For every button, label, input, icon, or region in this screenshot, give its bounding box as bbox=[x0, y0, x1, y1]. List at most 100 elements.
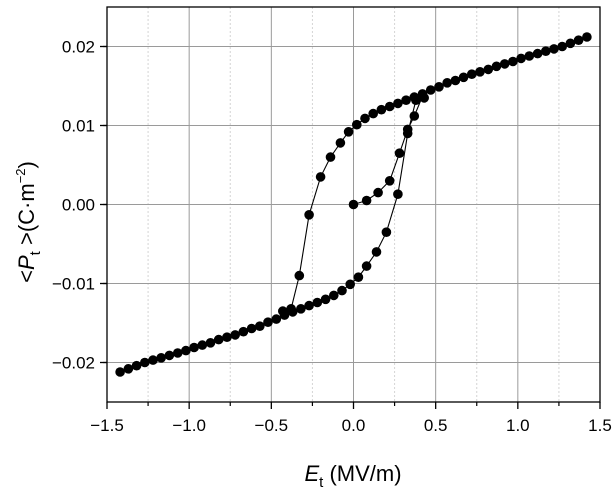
data-point bbox=[189, 342, 199, 353]
data-point bbox=[325, 152, 336, 162]
data-point bbox=[419, 93, 430, 103]
data-point bbox=[371, 247, 382, 257]
series-line-lower-branch bbox=[119, 97, 425, 373]
data-point bbox=[329, 290, 339, 301]
data-point bbox=[213, 334, 224, 345]
data-point bbox=[123, 364, 134, 374]
data-point bbox=[315, 172, 326, 182]
data-point bbox=[320, 294, 331, 305]
x-axis-title-main: E bbox=[304, 461, 319, 486]
y-axis-ticks: −0.02 −0.01 0.00 0.01 0.02 bbox=[52, 38, 107, 373]
data-point bbox=[287, 307, 298, 317]
data-point bbox=[337, 285, 347, 296]
data-point bbox=[394, 148, 405, 158]
x-axis-title-sub: t bbox=[319, 474, 324, 491]
data-point bbox=[181, 345, 191, 356]
series-line-upper-branch bbox=[282, 36, 588, 312]
data-point bbox=[376, 104, 387, 115]
data-point bbox=[279, 310, 290, 320]
data-point bbox=[524, 51, 535, 61]
x-tick-label: −0.5 bbox=[255, 416, 289, 435]
data-point bbox=[360, 113, 370, 124]
y-axis-title-units-sup: −2 bbox=[13, 168, 28, 183]
data-point bbox=[263, 317, 273, 328]
data-point bbox=[425, 85, 436, 95]
data-point bbox=[140, 357, 150, 368]
data-point bbox=[294, 270, 305, 281]
data-point bbox=[491, 61, 502, 72]
data-point bbox=[304, 300, 314, 311]
data-point bbox=[156, 353, 166, 363]
data-point bbox=[582, 32, 592, 42]
data-point bbox=[393, 189, 403, 199]
y-axis-title-main: P bbox=[14, 255, 39, 270]
data-point bbox=[361, 261, 372, 271]
data-point bbox=[312, 297, 323, 308]
y-tick-label: 0.01 bbox=[62, 117, 95, 136]
data-point bbox=[222, 332, 232, 343]
data-point bbox=[384, 101, 395, 112]
y-tick-label: 0.00 bbox=[62, 196, 95, 215]
y-axis-title-units-b: ) bbox=[14, 161, 39, 168]
data-point bbox=[230, 330, 240, 340]
data-point bbox=[381, 227, 392, 237]
data-point bbox=[271, 314, 282, 324]
data-point bbox=[348, 199, 359, 210]
data-point bbox=[401, 95, 411, 105]
data-point bbox=[475, 67, 485, 77]
data-point bbox=[148, 355, 158, 365]
x-axis-title: Et (MV/m) bbox=[304, 461, 401, 491]
x-tick-label: 0.0 bbox=[342, 416, 366, 435]
data-point bbox=[516, 53, 526, 64]
data-point bbox=[384, 176, 395, 186]
y-axis-title-units-a: (C·m bbox=[14, 183, 39, 232]
data-point bbox=[172, 348, 183, 358]
data-point bbox=[296, 304, 306, 314]
data-point bbox=[532, 48, 543, 59]
data-point bbox=[368, 108, 379, 119]
data-point bbox=[343, 127, 354, 137]
data-point bbox=[402, 128, 413, 139]
x-tick-label: 1.0 bbox=[506, 416, 530, 435]
data-point bbox=[565, 38, 576, 49]
data-point bbox=[458, 72, 469, 83]
y-axis-title-close: > bbox=[14, 232, 39, 251]
data-point bbox=[541, 46, 551, 56]
y-tick-label: 0.02 bbox=[62, 38, 95, 57]
y-axis-title: <Pt >(C·m−2) bbox=[13, 161, 44, 283]
y-tick-label: −0.01 bbox=[52, 275, 95, 294]
data-point bbox=[238, 326, 249, 337]
data-point bbox=[557, 41, 567, 52]
data-point bbox=[131, 360, 142, 371]
data-series bbox=[115, 32, 592, 377]
data-point bbox=[304, 210, 314, 220]
x-tick-label: 1.5 bbox=[588, 416, 612, 435]
data-point bbox=[508, 56, 518, 67]
data-point bbox=[573, 35, 584, 45]
x-axis-title-units: (MV/m) bbox=[323, 461, 401, 486]
series-lower-branch bbox=[115, 93, 430, 377]
data-point bbox=[197, 340, 208, 350]
data-point bbox=[411, 95, 421, 105]
x-axis-ticks: −1.5 −1.0 −0.5 0.0 0.5 1.0 1.5 bbox=[90, 402, 612, 435]
data-point bbox=[393, 98, 403, 109]
data-point bbox=[361, 195, 372, 206]
data-point bbox=[164, 350, 175, 361]
data-point bbox=[345, 279, 356, 290]
data-point bbox=[373, 187, 383, 198]
data-point bbox=[115, 367, 125, 377]
y-axis-title-open: < bbox=[14, 270, 39, 283]
x-tick-label: 0.5 bbox=[424, 416, 448, 435]
data-point bbox=[442, 78, 453, 88]
data-point bbox=[352, 119, 362, 130]
plot-frame bbox=[106, 6, 601, 403]
data-point bbox=[353, 272, 364, 283]
y-tick-label: −0.02 bbox=[52, 354, 95, 373]
y-axis-title-sub: t bbox=[27, 250, 44, 255]
x-tick-label: −1.5 bbox=[90, 416, 124, 435]
data-point bbox=[549, 44, 559, 54]
series-upper-branch bbox=[278, 32, 592, 316]
data-point bbox=[246, 323, 257, 334]
data-point bbox=[483, 64, 494, 75]
